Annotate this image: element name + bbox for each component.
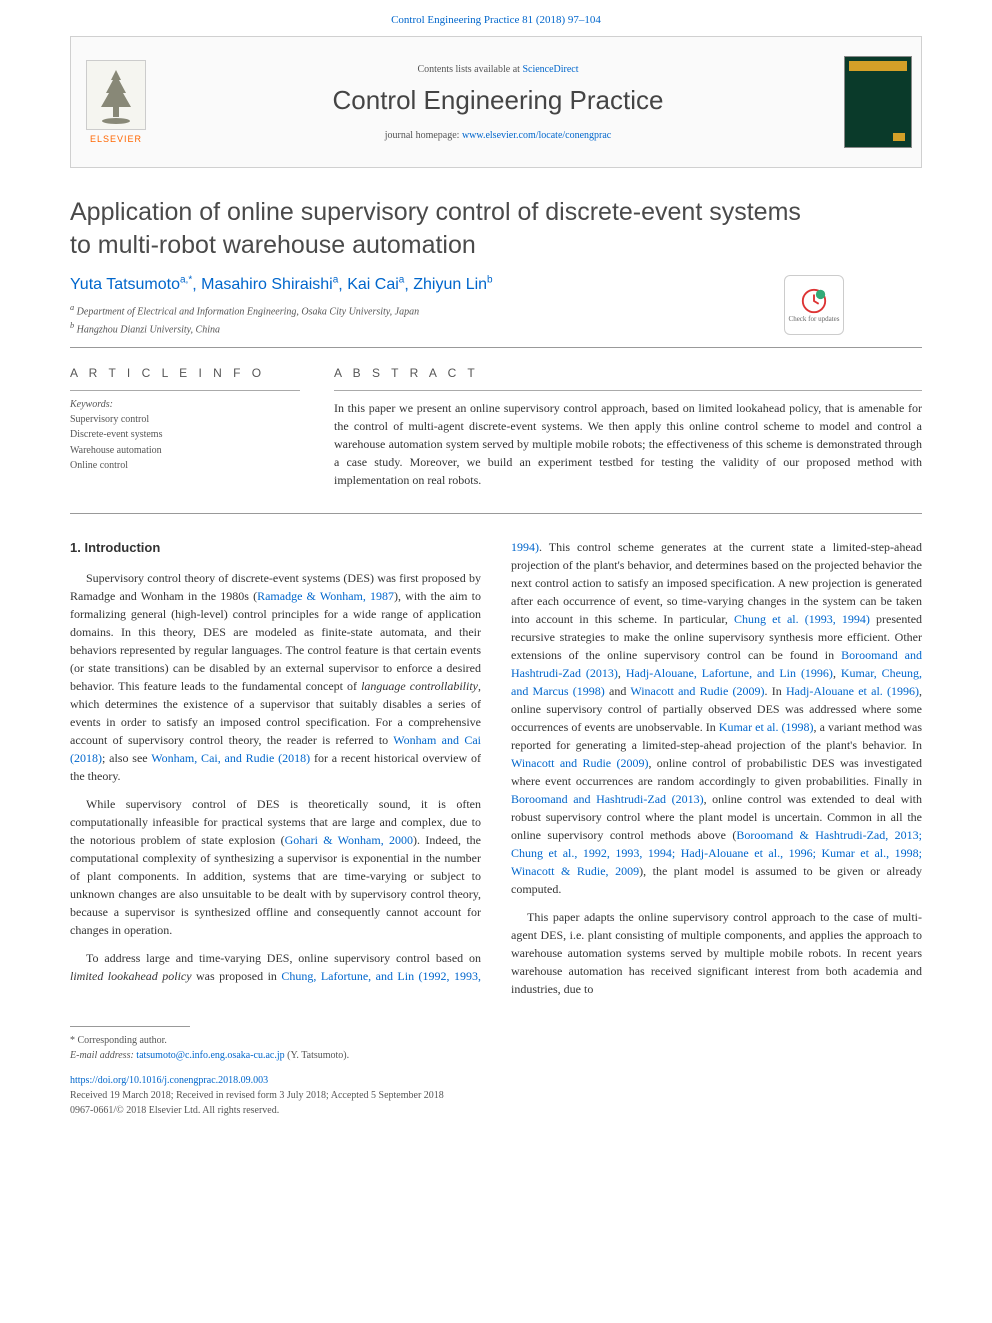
citation[interactable]: Kumar et al. (1998) xyxy=(719,720,814,734)
citation[interactable]: , 1994) xyxy=(833,612,870,626)
journal-header: ELSEVIER Contents lists available at Sci… xyxy=(70,36,922,168)
elsevier-tree-icon xyxy=(86,60,146,130)
sciencedirect-link[interactable]: ScienceDirect xyxy=(522,64,578,75)
journal-title: Control Engineering Practice xyxy=(333,85,664,116)
citation[interactable]: Winacott and Rudie (2009) xyxy=(511,756,648,770)
keywords-list: Supervisory controlDiscrete-event system… xyxy=(70,412,300,474)
article-info-heading: A R T I C L E I N F O xyxy=(70,366,300,380)
citation[interactable]: Boroomand and Hashtrudi-Zad (2013) xyxy=(511,792,704,806)
article-title: Application of online supervisory contro… xyxy=(70,196,922,261)
check-updates-icon xyxy=(800,287,828,315)
abstract: A B S T R A C T In this paper we present… xyxy=(334,366,922,489)
citation[interactable]: Chung et al. (1993 xyxy=(734,612,833,626)
homepage-link[interactable]: www.elsevier.com/locate/conengprac xyxy=(462,130,611,141)
publisher-logo: ELSEVIER xyxy=(71,37,161,167)
citation-link[interactable]: Control Engineering Practice 81 (2018) 9… xyxy=(391,14,601,26)
section-heading: 1. Introduction xyxy=(70,538,481,558)
keywords-label: Keywords: xyxy=(70,399,300,410)
contents-lists-line: Contents lists available at ScienceDirec… xyxy=(417,64,578,75)
citation[interactable]: Hadj-Alouane et al. (1996) xyxy=(786,684,919,698)
homepage-line: journal homepage: www.elsevier.com/locat… xyxy=(385,130,612,141)
citation[interactable]: Winacott and Rudie (2009) xyxy=(630,684,764,698)
email-line: E-mail address: tatsumoto@c.info.eng.osa… xyxy=(70,1048,922,1063)
citation[interactable]: Hadj-Alouane, Lafortune, and Lin (1996) xyxy=(626,666,833,680)
paragraph: While supervisory control of DES is theo… xyxy=(70,795,481,939)
received-line: Received 19 March 2018; Received in revi… xyxy=(70,1088,922,1103)
publisher-name: ELSEVIER xyxy=(90,134,142,144)
divider xyxy=(70,347,922,348)
homepage-prefix: journal homepage: xyxy=(385,130,462,141)
divider xyxy=(70,513,922,514)
paragraph: Supervisory control theory of discrete-e… xyxy=(70,569,481,785)
email-link[interactable]: tatsumoto@c.info.eng.osaka-cu.ac.jp xyxy=(136,1050,284,1061)
article-info: A R T I C L E I N F O Keywords: Supervis… xyxy=(70,366,300,489)
abstract-heading: A B S T R A C T xyxy=(334,366,922,380)
citation[interactable]: Ramadge & Wonham, 1987 xyxy=(257,589,394,603)
body-text: 1. Introduction Supervisory control theo… xyxy=(70,538,922,998)
copyright-line: 0967-0661/© 2018 Elsevier Ltd. All right… xyxy=(70,1103,922,1118)
contents-prefix: Contents lists available at xyxy=(417,64,522,75)
check-updates-label: Check for updates xyxy=(789,315,840,323)
paragraph: This paper adapts the online supervisory… xyxy=(511,908,922,998)
citation[interactable]: Wonham, Cai, and Rudie (2018) xyxy=(151,751,310,765)
citation[interactable]: Gohari & Wonham, 2000 xyxy=(285,833,413,847)
citation-line: Control Engineering Practice 81 (2018) 9… xyxy=(0,0,992,36)
corresponding-author: * Corresponding author. xyxy=(70,1033,922,1048)
check-updates-badge[interactable]: Check for updates xyxy=(784,275,844,335)
doi-link[interactable]: https://doi.org/10.1016/j.conengprac.201… xyxy=(70,1075,268,1086)
footer: * Corresponding author. E-mail address: … xyxy=(0,1026,992,1148)
abstract-text: In this paper we present an online super… xyxy=(334,399,922,489)
journal-cover xyxy=(835,37,921,167)
cover-image xyxy=(844,56,912,148)
citation[interactable]: , 1993 xyxy=(447,969,478,983)
header-center: Contents lists available at ScienceDirec… xyxy=(161,37,835,167)
citation[interactable]: Chung, Lafortune, and Lin (1992 xyxy=(281,969,446,983)
